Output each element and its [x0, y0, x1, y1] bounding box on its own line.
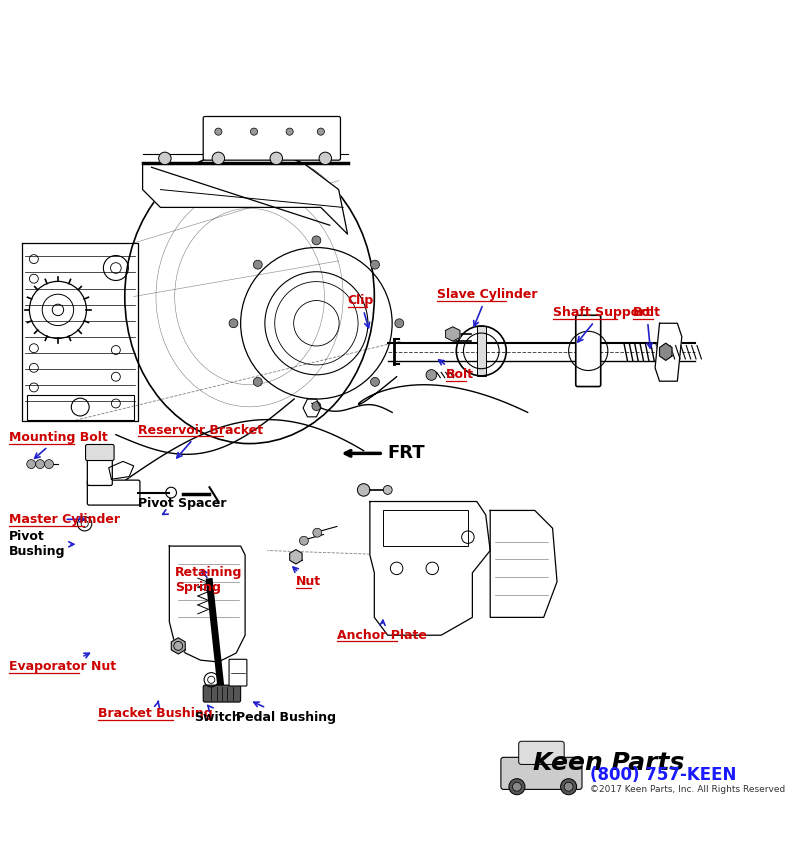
Circle shape [158, 152, 171, 165]
FancyBboxPatch shape [87, 480, 140, 505]
Polygon shape [170, 546, 245, 662]
Circle shape [370, 378, 379, 386]
Circle shape [299, 537, 308, 545]
FancyBboxPatch shape [203, 685, 241, 702]
Circle shape [358, 484, 370, 496]
Circle shape [212, 152, 225, 165]
FancyBboxPatch shape [86, 444, 114, 461]
FancyBboxPatch shape [203, 117, 341, 160]
Text: Clip: Clip [347, 295, 374, 327]
Circle shape [509, 778, 525, 795]
Circle shape [312, 402, 321, 410]
Text: Nut: Nut [293, 567, 321, 588]
Text: Reservoir Bracket: Reservoir Bracket [138, 423, 263, 458]
Text: Bolt: Bolt [633, 306, 661, 348]
FancyBboxPatch shape [477, 326, 486, 376]
FancyBboxPatch shape [501, 758, 582, 790]
Polygon shape [490, 511, 557, 618]
Circle shape [214, 128, 222, 135]
Text: Shaft Support: Shaft Support [553, 306, 651, 342]
Circle shape [250, 128, 258, 135]
FancyBboxPatch shape [576, 315, 601, 386]
Text: Mounting Bolt: Mounting Bolt [9, 431, 108, 458]
Circle shape [318, 128, 325, 135]
Circle shape [312, 236, 321, 245]
Polygon shape [370, 501, 490, 635]
Polygon shape [290, 550, 302, 564]
Polygon shape [655, 323, 682, 381]
Text: Bolt: Bolt [438, 359, 474, 382]
Circle shape [26, 460, 36, 468]
Text: Pivot Spacer: Pivot Spacer [138, 497, 226, 514]
Circle shape [36, 460, 45, 468]
FancyBboxPatch shape [518, 741, 564, 765]
Polygon shape [142, 162, 347, 234]
Ellipse shape [125, 149, 374, 443]
FancyBboxPatch shape [229, 659, 247, 686]
Text: Bracket Bushing: Bracket Bushing [98, 702, 213, 720]
Circle shape [254, 260, 262, 269]
Polygon shape [22, 243, 138, 422]
Text: Retaining
Spring: Retaining Spring [174, 566, 242, 594]
FancyBboxPatch shape [87, 455, 112, 486]
Circle shape [313, 528, 322, 537]
Polygon shape [659, 343, 672, 360]
Polygon shape [171, 638, 185, 654]
Circle shape [426, 370, 437, 380]
Text: Slave Cylinder: Slave Cylinder [437, 289, 538, 326]
Polygon shape [446, 327, 460, 341]
Text: Keen Parts: Keen Parts [533, 751, 684, 775]
Circle shape [286, 128, 294, 135]
Circle shape [395, 319, 404, 327]
Circle shape [370, 260, 379, 269]
Text: ©2017 Keen Parts, Inc. All Rights Reserved: ©2017 Keen Parts, Inc. All Rights Reserv… [590, 785, 786, 794]
Text: Pivot
Bushing: Pivot Bushing [9, 530, 74, 558]
Circle shape [270, 152, 282, 165]
Circle shape [45, 460, 54, 468]
Text: Evaporator Nut: Evaporator Nut [9, 653, 116, 673]
Polygon shape [109, 461, 134, 480]
Circle shape [383, 486, 392, 494]
Text: (800) 757-KEEN: (800) 757-KEEN [590, 766, 736, 785]
Text: Master Cylinder: Master Cylinder [9, 513, 120, 526]
Text: Switch: Switch [194, 705, 241, 724]
Text: Pedal Bushing: Pedal Bushing [236, 702, 336, 724]
Text: Anchor Plate: Anchor Plate [337, 620, 426, 642]
Circle shape [254, 378, 262, 386]
Circle shape [513, 782, 522, 791]
Circle shape [229, 319, 238, 327]
Circle shape [561, 778, 577, 795]
Circle shape [564, 782, 573, 791]
Circle shape [319, 152, 331, 165]
Text: FRT: FRT [388, 444, 426, 462]
